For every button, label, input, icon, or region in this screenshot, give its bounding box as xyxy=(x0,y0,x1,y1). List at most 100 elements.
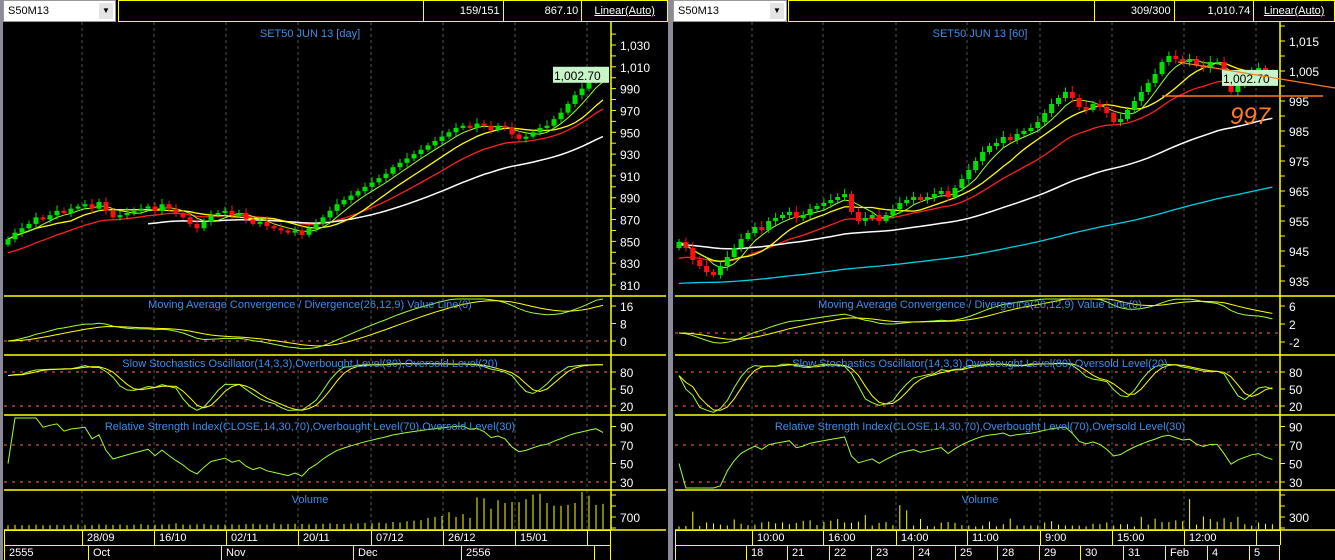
rsi-tick-label: 30 xyxy=(620,476,634,490)
period-label: 2555 xyxy=(4,545,88,560)
stoch-tick-label: 50 xyxy=(1289,383,1303,397)
period-label xyxy=(675,545,746,560)
candle-up xyxy=(993,143,999,146)
candle-up xyxy=(117,215,123,218)
candle-up xyxy=(432,141,438,146)
rsi-line xyxy=(7,417,604,477)
rsi-tick-label: 70 xyxy=(1289,439,1303,453)
candle-down xyxy=(1111,113,1117,122)
price-tick-label: 985 xyxy=(1289,125,1309,139)
macd-tick-label: 0 xyxy=(620,335,627,349)
stoch-tick-label: 80 xyxy=(1289,366,1303,380)
candle-up xyxy=(1021,131,1027,134)
rsi-tick-label: 90 xyxy=(620,421,634,435)
candle-down xyxy=(1069,92,1075,98)
candle-up xyxy=(446,132,452,137)
time-label: 14:00 xyxy=(896,530,967,545)
candle-up xyxy=(883,215,889,221)
candle-up xyxy=(369,182,375,187)
candle-up xyxy=(537,127,543,133)
candle-up xyxy=(738,239,744,248)
rsi-title: Relative Strength Index(CLOSE,14,30,70),… xyxy=(105,421,515,433)
candle-up xyxy=(425,145,431,150)
macd-tick-label: 16 xyxy=(620,300,634,314)
chart-title: SET50 JUN 13 [day] xyxy=(260,28,360,40)
candle-down xyxy=(1007,137,1013,140)
candle-up xyxy=(355,191,361,196)
candle-up xyxy=(565,103,571,113)
volume-tick-label: 700 xyxy=(620,511,640,525)
ma-mid-line xyxy=(678,62,1273,262)
candle-up xyxy=(924,197,930,200)
rsi-tick-label: 90 xyxy=(1289,421,1303,435)
candle-up xyxy=(966,170,972,179)
candle-up xyxy=(68,208,74,213)
candle-up xyxy=(159,204,165,211)
candle-up xyxy=(724,257,730,266)
last-price-label: 1,002.70 xyxy=(554,69,601,83)
stoch-k-line xyxy=(678,362,1273,413)
candle-down xyxy=(1076,98,1082,107)
candle-down xyxy=(502,125,508,128)
candle-up xyxy=(807,209,813,215)
rsi-tick-label: 50 xyxy=(620,458,634,472)
volume-tick-label: 300 xyxy=(1289,511,1309,525)
chevron-down-icon[interactable]: ▼ xyxy=(770,3,784,19)
left-symbol-dropdown[interactable]: S50M13 ▼ xyxy=(3,0,116,22)
candle-up xyxy=(1090,104,1096,110)
candle-up xyxy=(47,215,53,220)
right-symbol-dropdown[interactable]: S50M13 ▼ xyxy=(673,0,787,22)
candle-down xyxy=(481,123,487,126)
chart-title: SET50 JUN 13 [60] xyxy=(933,28,1028,40)
price-tick-label: 870 xyxy=(620,214,640,228)
candle-up xyxy=(1062,92,1068,98)
candle-up xyxy=(745,233,751,239)
candle-up xyxy=(1256,68,1262,71)
period-label: 4 xyxy=(1207,545,1249,560)
candle-up xyxy=(341,199,347,205)
ma-long-line xyxy=(147,135,604,225)
right-info-bar: 309/300 1,010.74 Linear(Auto) xyxy=(788,0,1335,22)
candle-down xyxy=(793,212,799,218)
candle-down xyxy=(194,223,200,229)
candle-up xyxy=(145,206,151,209)
candle-up xyxy=(495,125,501,131)
period-label: 24 xyxy=(913,545,955,560)
time-label: 15:00 xyxy=(1112,530,1184,545)
candle-down xyxy=(876,215,882,221)
left-scale-toggle[interactable]: Linear(Auto) xyxy=(581,1,667,21)
price-tick-label: 995 xyxy=(1289,95,1309,109)
candle-down xyxy=(516,134,522,139)
right-scale-toggle[interactable]: Linear(Auto) xyxy=(1253,1,1334,21)
candle-up xyxy=(731,248,737,257)
support-annotation: 997 xyxy=(1230,103,1272,130)
candle-down xyxy=(103,202,109,211)
rsi-tick-label: 70 xyxy=(620,439,634,453)
candle-up xyxy=(418,149,424,155)
time-label: 12:00 xyxy=(1184,530,1256,545)
chevron-down-icon[interactable]: ▼ xyxy=(99,3,113,19)
candle-down xyxy=(711,272,716,275)
period-label: 28 xyxy=(997,545,1039,560)
macd-title: Moving Average Convergence / Divergence(… xyxy=(148,299,472,311)
rsi-tick-label: 30 xyxy=(1289,476,1303,490)
time-label: 9:00 xyxy=(1040,530,1112,545)
candle-up xyxy=(292,230,298,233)
candle-down xyxy=(855,212,861,221)
candle-up xyxy=(82,204,88,207)
left-cursor-price: 867.10 xyxy=(502,1,582,21)
last-price-badge xyxy=(553,66,609,83)
candle-up xyxy=(383,173,389,179)
period-label: 21 xyxy=(787,545,829,560)
panel-splitter[interactable] xyxy=(668,0,673,560)
candle-up xyxy=(439,136,445,141)
price-tick-label: 1,005 xyxy=(1289,65,1319,79)
candle-up xyxy=(313,223,319,229)
candle-up xyxy=(980,152,986,161)
candle-up xyxy=(800,215,806,218)
time-label: 28/09 xyxy=(82,530,154,545)
left-edge-splitter[interactable] xyxy=(0,0,3,560)
candle-up xyxy=(869,215,875,218)
left-period-axis: 2555 Oct Nov Dec 2556 xyxy=(4,545,611,560)
